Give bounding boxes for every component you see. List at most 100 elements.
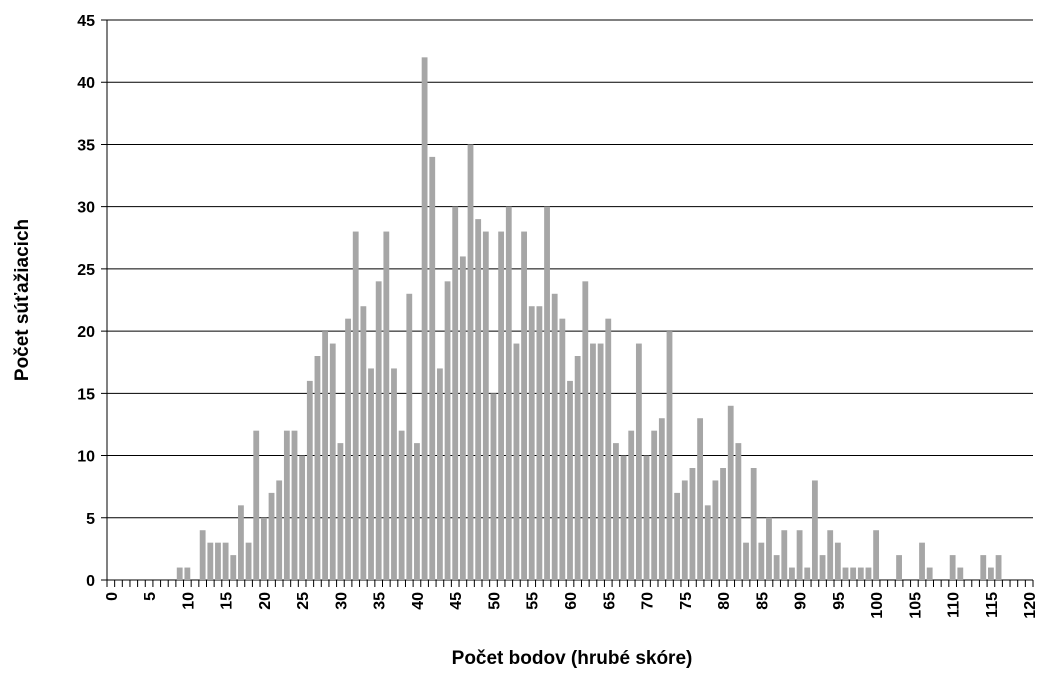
bar <box>199 530 206 580</box>
bar <box>360 306 367 580</box>
x-tick-label: 0 <box>104 592 121 601</box>
bar <box>758 542 765 580</box>
bar <box>352 231 359 581</box>
bar <box>873 530 880 580</box>
bar <box>276 480 283 580</box>
bar <box>743 542 749 580</box>
bar <box>811 480 818 580</box>
bar <box>865 567 872 580</box>
y-tick-label: 15 <box>77 386 95 403</box>
x-tick-label: 45 <box>448 592 465 610</box>
bar <box>766 517 772 580</box>
bar <box>490 393 497 580</box>
bar <box>398 430 405 580</box>
bar <box>689 468 696 580</box>
bar <box>238 505 244 580</box>
x-tick-label: 20 <box>257 592 274 610</box>
bar <box>230 555 237 580</box>
bar <box>368 368 374 580</box>
bar <box>544 206 550 580</box>
x-tick-label: 105 <box>907 592 924 619</box>
x-tick-label: 30 <box>333 592 350 610</box>
x-tick-label: 100 <box>869 592 886 619</box>
bar <box>467 144 474 580</box>
bar <box>704 505 711 580</box>
x-tick-label: 110 <box>946 592 963 618</box>
bar <box>582 281 589 580</box>
bar <box>551 293 558 580</box>
bar <box>299 455 306 580</box>
bar <box>620 455 627 580</box>
bar <box>842 567 849 580</box>
x-tick-label: 65 <box>601 592 618 610</box>
bar <box>635 343 642 580</box>
y-axis-label: Počet súťažiacich <box>12 219 33 381</box>
bar <box>574 356 581 580</box>
bar <box>291 430 298 580</box>
bar <box>720 468 726 580</box>
bar <box>207 542 214 580</box>
bar <box>329 343 336 580</box>
y-tick-label: 30 <box>77 200 95 217</box>
x-tick-label: 5 <box>142 592 159 601</box>
bar <box>337 443 344 580</box>
x-tick-label: 95 <box>831 592 848 610</box>
bar <box>421 57 428 581</box>
bar <box>666 331 673 580</box>
bar <box>926 567 933 580</box>
bar <box>674 492 681 580</box>
bar <box>306 380 313 580</box>
bar <box>459 256 466 580</box>
bar <box>505 206 512 580</box>
bar <box>176 567 183 580</box>
bar <box>628 430 635 580</box>
bar <box>391 368 397 580</box>
bar <box>613 443 619 580</box>
bar <box>429 156 436 580</box>
bar <box>444 281 451 580</box>
bar <box>681 480 688 580</box>
bar <box>988 567 994 580</box>
x-tick-label: 15 <box>219 592 236 610</box>
x-axis-label: Počet bodov (hrubé skóre) <box>452 648 693 669</box>
bar <box>781 530 788 580</box>
bar <box>773 555 780 580</box>
bar <box>414 443 420 580</box>
bar <box>559 318 566 580</box>
bar <box>804 567 811 580</box>
bar <box>567 380 573 580</box>
bar <box>268 492 275 580</box>
y-tick-label: 25 <box>77 262 95 279</box>
x-tick-label: 120 <box>1022 592 1039 619</box>
bar <box>528 306 535 580</box>
bar <box>919 542 925 580</box>
bar <box>819 555 826 580</box>
bar <box>857 567 864 580</box>
bar <box>896 555 902 580</box>
x-tick-label: 10 <box>180 592 197 610</box>
y-tick-label: 40 <box>77 75 95 92</box>
bar <box>605 318 612 580</box>
y-tick-label: 45 <box>77 13 95 30</box>
bar <box>513 343 520 580</box>
x-tick-label: 85 <box>754 592 771 610</box>
bar <box>498 231 505 581</box>
bar <box>245 542 252 580</box>
bar <box>949 555 956 580</box>
bar <box>651 430 658 580</box>
bar <box>750 468 757 580</box>
x-tick-label: 90 <box>793 592 810 610</box>
bar <box>712 480 719 580</box>
x-tick-label: 55 <box>525 592 542 610</box>
bar <box>322 331 329 580</box>
bar <box>345 318 351 580</box>
bar <box>283 430 290 580</box>
bar <box>222 542 229 580</box>
bar <box>475 219 482 580</box>
bar <box>436 368 443 580</box>
bar <box>406 293 413 580</box>
x-tick-label: 35 <box>372 592 389 610</box>
bar <box>995 555 1002 580</box>
bar <box>314 356 321 580</box>
